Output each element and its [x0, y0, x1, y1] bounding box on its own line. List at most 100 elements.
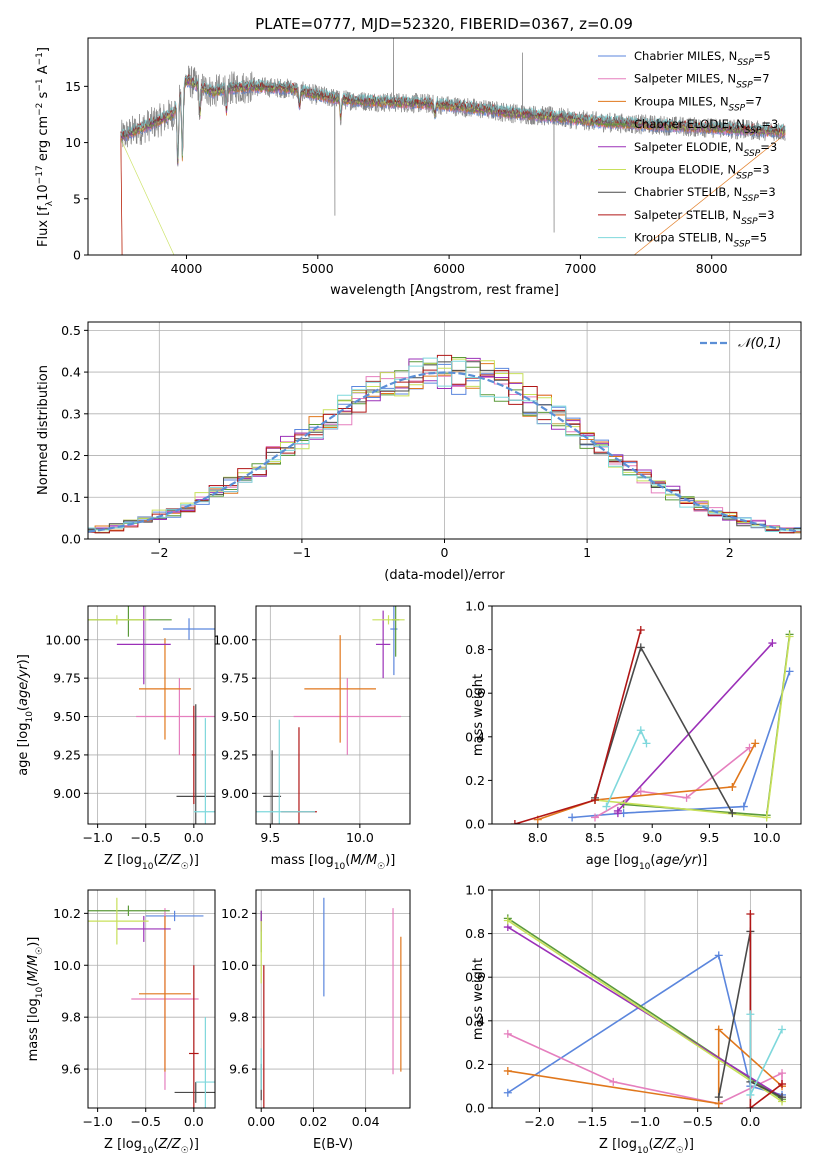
y-tick-label: 9.75: [221, 671, 249, 686]
mass_ebv-chart: 0.00 0.02 0.04 9.6 9.8 10.0 10.2 E(B-V): [221, 889, 411, 1152]
y-tick-label: 0.4: [61, 365, 81, 380]
x-tick-label: 7000: [564, 261, 596, 276]
y-tick-label: 9.50: [221, 709, 249, 724]
age_mass-plot-area: [256, 606, 405, 824]
label-part: Kroupa MILES, N: [634, 94, 729, 108]
label-part: =5: [754, 49, 771, 63]
label-part: Z/Z: [653, 1137, 677, 1152]
label-part: )]: [684, 1137, 694, 1152]
x-tick-label: 0.04: [352, 1114, 380, 1129]
y-tick-label: 1.0: [465, 883, 485, 898]
x-axis-label: Z [log10(Z/Z☉)]: [599, 1137, 694, 1156]
y-tick-label: 15: [65, 79, 81, 94]
mass-weight-marker: [609, 1077, 618, 1086]
y-tick-label: 9.6: [229, 1062, 249, 1077]
y-tick-label: 1.0: [465, 599, 485, 614]
label-part: λ: [45, 200, 55, 206]
label-part: ☉: [181, 1146, 189, 1156]
label-part: mass [log: [26, 998, 41, 1061]
label-part: =3: [761, 117, 778, 131]
label-part: SSP: [741, 217, 758, 227]
y-tick-label: 10: [65, 135, 81, 150]
y-tick-label: 9.25: [53, 747, 81, 762]
y-tick-label: 9.8: [229, 1010, 249, 1025]
mass-weight-marker: [636, 625, 645, 634]
y-tick-label: 0.5: [61, 323, 81, 338]
x-tick-label: −2.0: [524, 1114, 554, 1129]
weight_Z-plot-area: [503, 909, 787, 1108]
mass-weight-marker: [778, 1080, 787, 1089]
label-part: (: [345, 853, 350, 868]
mass-weight-marker: [785, 667, 794, 676]
x-tick-label: 5000: [302, 261, 334, 276]
mass-weight-marker: [768, 639, 777, 648]
y-tick-label: 0: [73, 248, 81, 263]
x-tick-label: 0.02: [300, 1114, 328, 1129]
label-part: age [log: [16, 723, 31, 776]
spectrum-data-overlay: [120, 38, 786, 233]
mass_Z-chart: −1.0 −0.5 0.09.69.810.010.2Z [log10(Z/Z☉)]…: [26, 889, 216, 1156]
label-part: (: [26, 982, 41, 987]
x-tick-label: 8000: [696, 261, 728, 276]
label-part: s: [36, 91, 51, 102]
legend-label: Salpeter ELODIE, NSSP=3: [634, 140, 777, 159]
x-tick-label: 10.0: [753, 830, 781, 845]
legend-label: Kroupa MILES, NSSP=7: [634, 94, 762, 113]
y-tick-label: 5: [73, 191, 81, 206]
label-part: Salpeter ELODIE, N: [634, 140, 744, 154]
residual-histogram: [88, 357, 801, 532]
mass-weight-marker: [762, 813, 771, 822]
y-tick-label: 0.8: [465, 642, 485, 657]
label-part: E(B-V): [313, 1137, 353, 1152]
x-tick-label: −0.5: [131, 1114, 161, 1129]
x-tick-label: 9.5: [260, 830, 280, 845]
axes-frame: [87, 37, 802, 256]
mass-weight-marker: [591, 813, 599, 822]
label-part: Flux [f: [36, 206, 51, 247]
label-part: age [log: [586, 853, 639, 868]
legend-label: Kroupa ELODIE, NSSP=3: [634, 163, 770, 182]
x-tick-label: 6000: [433, 261, 465, 276]
label-part: Chabrier ELODIE, N: [634, 117, 745, 131]
mass-weight-marker: [746, 1104, 755, 1108]
label-part: )]: [16, 654, 31, 664]
x-tick-label: 0: [441, 545, 449, 560]
mass-weight-line: [572, 671, 791, 819]
mass-weight-line: [594, 747, 750, 819]
x-tick-label: 1: [583, 545, 591, 560]
label-part: −17: [35, 165, 45, 184]
axes-frame: [87, 889, 216, 1109]
label-part: A: [36, 65, 51, 78]
label-part: 10: [637, 1146, 649, 1156]
x-axis-label: mass [log10(M/M☉)]: [271, 853, 396, 872]
y-tick-label: 0.2: [61, 448, 81, 463]
weight_age-chart: 8.0 8.5 9.0 9.5 10.0 0.0 0.2 0.4 0.6 0.8 1.0 age [l…: [465, 599, 802, 872]
y-axis-label: Normed distribution: [36, 365, 51, 495]
label-part: SSP: [744, 149, 761, 159]
x-tick-label: 9.5: [699, 830, 719, 845]
y-tick-label: 9.8: [61, 1010, 81, 1025]
x-tick-label: −0.5: [682, 1114, 712, 1129]
y-axis-label: age [log10(age/yr)]: [16, 654, 35, 776]
legend-label: Chabrier MILES, NSSP=5: [634, 49, 771, 68]
label-part: ☉: [377, 862, 385, 872]
y-tick-label: 10.00: [45, 632, 81, 647]
label-part: =5: [750, 231, 767, 245]
mass-weight-line: [749, 914, 783, 1108]
axes-frame: [491, 889, 802, 1109]
label-part: 10: [25, 711, 35, 723]
y-tick-label: 0.6: [465, 970, 485, 985]
label-part: age/yr: [16, 663, 31, 706]
mass-weight-marker: [591, 796, 599, 805]
y-tick-label: 0.1: [61, 490, 81, 505]
y-axis-label: mass weight: [471, 958, 486, 1040]
age_Z-plot-area: [88, 606, 215, 824]
x-tick-label: 4000: [171, 261, 203, 276]
figure-title: PLATE=0777, MJD=52320, FIBERID=0367, z=0…: [255, 15, 633, 33]
label-part: )]: [26, 937, 41, 947]
x-tick-label: 9.0: [642, 830, 662, 845]
mass-weight-marker: [746, 909, 755, 918]
